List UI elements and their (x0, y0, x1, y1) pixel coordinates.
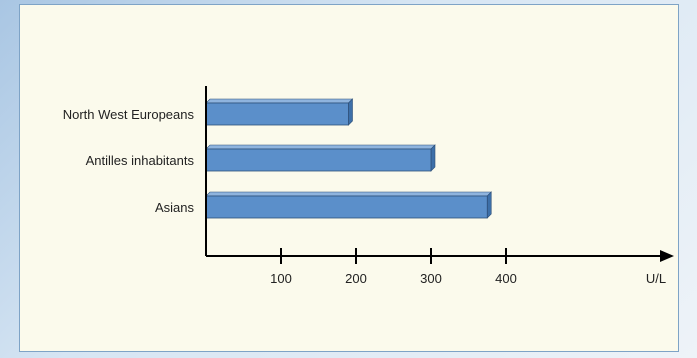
x-ticks: 100 200 300 400 (270, 248, 517, 286)
bar-side-face (430, 144, 436, 172)
category-label: Antilles inhabitants (86, 153, 195, 168)
category-labels: North West Europeans Antilles inhabitants… (63, 107, 195, 215)
x-tick-label: 300 (420, 271, 442, 286)
bar-top-face (205, 144, 436, 150)
bar-side-face (486, 191, 492, 219)
x-tick-label: 100 (270, 271, 292, 286)
bar-top-face (205, 191, 492, 197)
x-tick-label: 400 (495, 271, 517, 286)
category-label: North West Europeans (63, 107, 195, 122)
bar-top-face (205, 98, 354, 104)
category-label: Asians (155, 200, 195, 215)
x-axis-unit-label: U/L (646, 271, 666, 286)
bars-group (205, 98, 492, 219)
x-axis-arrow (660, 250, 674, 262)
x-tick-label: 200 (345, 271, 367, 286)
chart-panel (19, 4, 679, 352)
bar-north-west-europeans (205, 102, 349, 126)
bar-asians (205, 195, 488, 219)
bar-side-face (348, 98, 353, 126)
bar-antilles-inhabitants (205, 148, 432, 172)
